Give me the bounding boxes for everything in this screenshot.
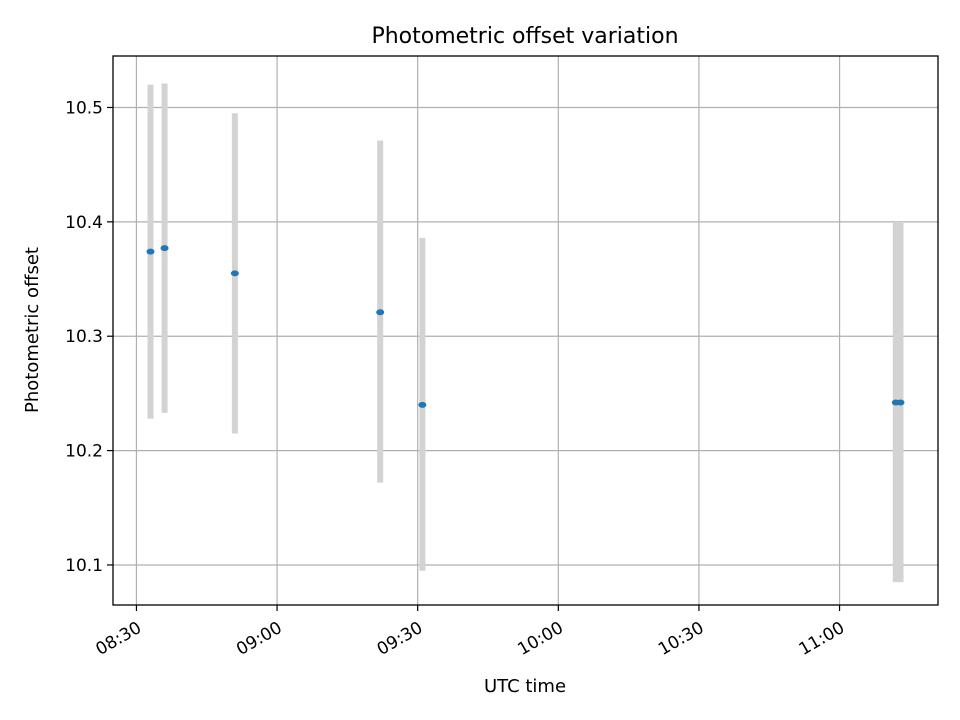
data-point xyxy=(896,399,905,406)
y-tick-label: 10.1 xyxy=(65,556,103,576)
y-tick-label: 10.2 xyxy=(65,442,103,462)
plot-frame xyxy=(112,55,939,606)
data-point xyxy=(376,309,385,316)
data-point xyxy=(230,270,239,277)
y-axis-ticks: 10.1 10.2 10.3 10.4 10.5 xyxy=(65,98,113,576)
y-tick-label: 10.4 xyxy=(65,213,103,233)
grid xyxy=(113,56,938,605)
data-point xyxy=(418,401,427,408)
data-point xyxy=(146,248,155,255)
x-axis-label: UTC time xyxy=(484,676,566,697)
y-tick-label: 10.3 xyxy=(65,327,103,347)
chart-title: Photometric offset variation xyxy=(371,24,678,49)
y-axis-label: Photometric offset xyxy=(22,247,43,413)
y-tick-label: 10.5 xyxy=(65,98,103,118)
data-point xyxy=(160,245,169,252)
data-points xyxy=(146,245,905,408)
